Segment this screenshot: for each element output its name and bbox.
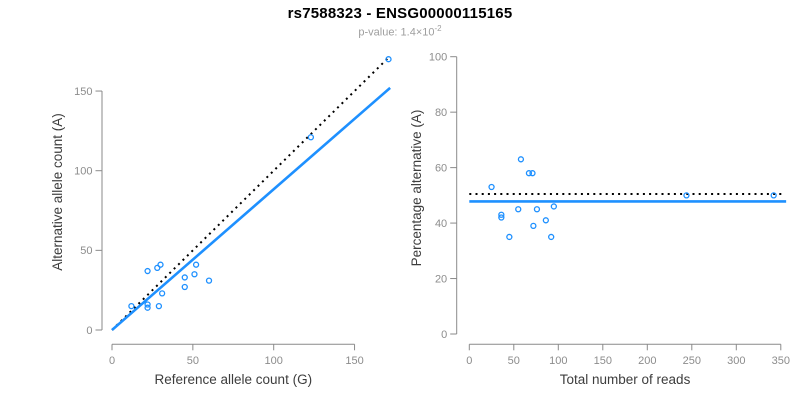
data-point bbox=[155, 302, 163, 310]
x-tick-label: 300 bbox=[727, 355, 745, 367]
data-point bbox=[498, 211, 505, 218]
data-point bbox=[525, 170, 533, 177]
x-tick-label: 0 bbox=[466, 355, 472, 367]
data-point bbox=[515, 206, 522, 213]
data-point bbox=[181, 274, 188, 281]
x-tick-label: 150 bbox=[345, 355, 363, 367]
data-point bbox=[144, 304, 151, 311]
data-point bbox=[550, 203, 558, 210]
right-scatter-plot: 0 20 40 60 80 100 0 50 100 150 200 250 300 350 Total n… bbox=[409, 52, 790, 388]
data-point bbox=[542, 217, 549, 224]
data-point bbox=[506, 233, 513, 241]
y-axis-title: Percentage alternative (A) bbox=[409, 110, 424, 267]
data-point bbox=[385, 56, 392, 63]
x-tick-label: 250 bbox=[683, 355, 701, 367]
x-axis-title: Reference allele count (G) bbox=[154, 372, 312, 387]
p-value-exponent: -2 bbox=[434, 24, 442, 33]
data-point bbox=[181, 283, 188, 291]
y-tick-label: 100 bbox=[74, 166, 92, 178]
data-point bbox=[144, 301, 151, 308]
y-tick-label: 150 bbox=[74, 86, 92, 98]
x-tick-label: 100 bbox=[549, 355, 567, 367]
y-tick-label: 100 bbox=[429, 52, 447, 64]
data-point bbox=[144, 267, 151, 275]
y-tick-label: 0 bbox=[441, 329, 447, 341]
y-tick-label: 80 bbox=[435, 107, 447, 119]
y-axis-title: Alternative allele count (A) bbox=[50, 113, 65, 271]
data-point bbox=[191, 271, 198, 278]
x-tick-label: 0 bbox=[109, 355, 115, 367]
data-point bbox=[530, 222, 537, 230]
data-point bbox=[683, 192, 690, 199]
x-tick-label: 100 bbox=[265, 355, 283, 367]
y-tick-label: 60 bbox=[435, 162, 447, 174]
data-point bbox=[157, 261, 164, 268]
data-point bbox=[533, 206, 541, 213]
x-tick-label: 50 bbox=[187, 355, 199, 367]
data-point bbox=[517, 156, 525, 163]
data-point bbox=[154, 264, 161, 272]
x-tick-label: 50 bbox=[508, 355, 520, 367]
data-point bbox=[307, 134, 315, 141]
fit-line bbox=[111, 86, 391, 331]
data-point bbox=[770, 192, 777, 199]
y-tick-label: 0 bbox=[86, 325, 92, 337]
p-value-label: p-value: 1.4×10-2 bbox=[0, 24, 800, 39]
y-tick-label: 40 bbox=[435, 218, 447, 230]
plot-title: rs7588323 - ENSG00000115165 bbox=[287, 5, 513, 22]
data-point bbox=[128, 302, 135, 310]
p-value-text: p-value: 1.4×10 bbox=[358, 26, 435, 39]
data-point bbox=[548, 233, 555, 241]
x-tick-label: 200 bbox=[638, 355, 656, 367]
x-axis-title: Total number of reads bbox=[560, 372, 691, 387]
identity-line bbox=[111, 55, 391, 331]
data-point bbox=[192, 261, 200, 268]
left-scatter-plot: 0 50 100 150 0 50 100 150 Reference allele count… bbox=[50, 55, 392, 387]
x-tick-label: 350 bbox=[772, 355, 790, 367]
data-point bbox=[205, 277, 213, 284]
y-tick-label: 50 bbox=[80, 245, 92, 257]
data-point bbox=[488, 183, 495, 191]
y-tick-label: 20 bbox=[435, 273, 447, 285]
data-point bbox=[498, 214, 505, 221]
data-point bbox=[529, 170, 536, 177]
x-tick-label: 150 bbox=[594, 355, 612, 367]
data-point bbox=[158, 290, 166, 297]
